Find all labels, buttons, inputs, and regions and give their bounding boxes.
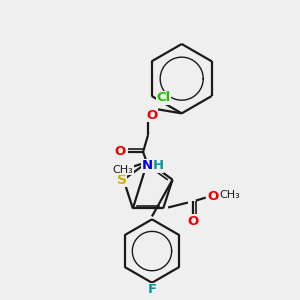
Text: O: O [146,109,158,122]
Text: CH₃: CH₃ [219,190,240,200]
Text: O: O [115,146,126,158]
Text: S: S [116,173,127,187]
Text: O: O [187,215,199,228]
Text: F: F [147,283,157,296]
Text: CH₃: CH₃ [113,165,134,175]
Text: H: H [152,159,164,172]
Text: N: N [142,159,153,172]
Text: O: O [207,190,218,203]
Text: Cl: Cl [156,92,171,104]
